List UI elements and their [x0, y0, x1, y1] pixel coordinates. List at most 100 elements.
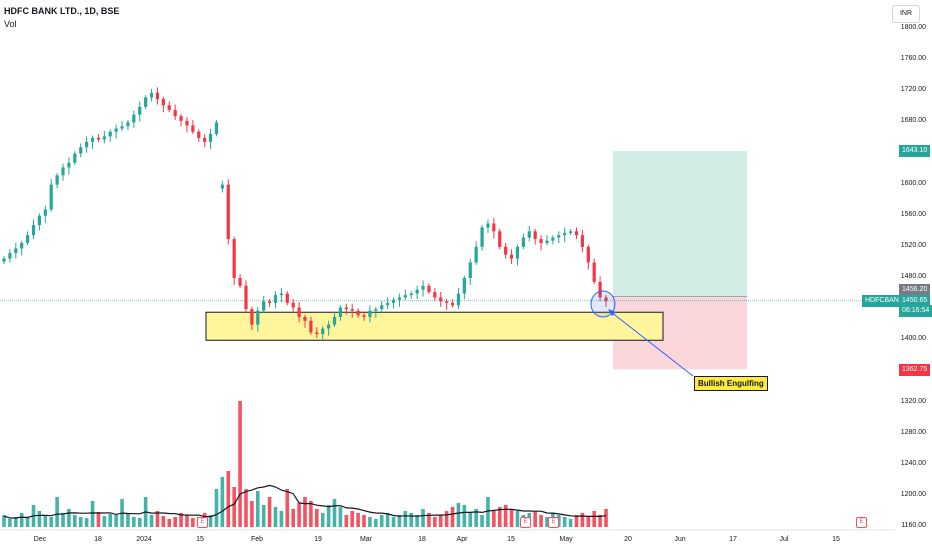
chart-title: HDFC BANK LTD., 1D, BSE — [4, 6, 120, 16]
candle-body — [90, 137, 95, 142]
candle-body — [291, 302, 295, 308]
volume-bar — [515, 511, 520, 527]
volume-bar — [279, 511, 284, 527]
earnings-marker-4[interactable]: E — [856, 517, 867, 528]
volume-bar — [49, 517, 54, 527]
volume-bar — [191, 518, 195, 527]
candle-body — [37, 215, 42, 226]
y-tick-label: 1600.00 — [900, 179, 926, 187]
candle-body — [474, 246, 478, 263]
volume-bar — [55, 497, 59, 527]
volume-bar — [208, 515, 213, 527]
volume-bar — [415, 515, 419, 527]
candle-body — [108, 131, 112, 137]
x-tick-label: Apr — [456, 536, 468, 543]
volume-bar — [250, 501, 254, 527]
earnings-marker-3[interactable]: E — [548, 517, 559, 528]
candle-body — [73, 153, 77, 163]
candle-body — [267, 301, 272, 303]
x-tick-label: Mar — [359, 536, 373, 543]
volume-bar — [332, 499, 337, 527]
volume-bar — [580, 513, 585, 527]
candle-body — [368, 310, 372, 317]
volume-bar — [468, 513, 473, 527]
candle-body — [580, 235, 584, 247]
x-tick-label: Feb — [250, 536, 264, 543]
volume-bar — [173, 517, 177, 527]
volume-bar — [126, 513, 130, 527]
volume-bar — [309, 501, 313, 527]
volume-bar — [433, 517, 437, 527]
volume-bar — [73, 515, 77, 527]
y-tick-label: 1400.00 — [900, 335, 926, 343]
candle-body — [8, 253, 12, 259]
volume-bar — [185, 515, 189, 527]
candle-body — [527, 231, 531, 238]
candle-body — [374, 309, 378, 311]
candle-body — [504, 246, 508, 255]
candle-body — [155, 92, 160, 100]
y-tick-label: 1680.00 — [900, 117, 926, 125]
candle-body — [450, 302, 455, 306]
volume-bar — [90, 501, 95, 527]
candle-body — [380, 305, 384, 310]
arrow-head — [608, 309, 616, 316]
candle-body — [49, 184, 53, 210]
candle-body — [356, 310, 360, 316]
candle-body — [61, 167, 65, 176]
volume-bar — [397, 515, 402, 527]
candle-body — [14, 248, 18, 254]
candle-body — [303, 316, 307, 321]
volume-bar — [155, 511, 160, 527]
target-zone — [613, 151, 747, 297]
volume-label: Vol — [4, 19, 17, 29]
volume-bar — [320, 513, 325, 527]
candle-body — [102, 136, 106, 140]
volume-bar — [61, 513, 65, 527]
volume-bar — [161, 516, 166, 527]
candle-body — [26, 235, 30, 243]
x-tick-label: 15 — [507, 536, 515, 543]
candle-body — [427, 285, 431, 293]
candle-body — [338, 307, 343, 317]
volume-bar — [267, 497, 272, 527]
volume-bar — [385, 513, 390, 527]
last-price-tag: 1450.65 — [899, 295, 931, 307]
volume-bar — [214, 489, 219, 527]
candle-body — [421, 285, 425, 290]
volume-bar — [356, 513, 360, 527]
candle-body — [20, 242, 24, 249]
currency-button[interactable]: INR — [892, 5, 920, 23]
y-tick-label: 1800.00 — [900, 24, 926, 31]
candle-body — [297, 307, 301, 317]
volume-bar — [409, 513, 414, 527]
volume-bar — [96, 512, 101, 527]
candle-body — [232, 239, 236, 278]
volume-bar — [586, 517, 591, 527]
volume-bar — [132, 517, 136, 527]
y-tick-label: 1240.00 — [900, 459, 926, 467]
x-tick-label: 15 — [832, 536, 840, 543]
volume-bar — [604, 509, 608, 527]
candle-body — [179, 116, 183, 121]
y-tick-label: 1320.00 — [900, 397, 926, 405]
candle-body — [55, 175, 59, 185]
candle-body — [114, 128, 118, 132]
x-tick-label: 20 — [624, 536, 632, 543]
candle-body — [185, 120, 189, 126]
candle-body — [161, 99, 165, 106]
candle-body — [144, 97, 148, 107]
x-tick-label: 18 — [418, 536, 426, 543]
candle-body — [43, 209, 47, 216]
x-tick-label: Dec — [33, 536, 47, 543]
volume-bar — [598, 515, 602, 527]
volume-bar — [114, 515, 118, 527]
earnings-marker-2[interactable]: E — [520, 517, 531, 528]
candle-body — [149, 92, 154, 98]
candle-body — [279, 293, 283, 296]
volume-bar — [539, 515, 543, 527]
candle-body — [244, 285, 248, 310]
earnings-marker-1[interactable]: E — [197, 517, 208, 528]
volume-bar — [167, 519, 172, 527]
